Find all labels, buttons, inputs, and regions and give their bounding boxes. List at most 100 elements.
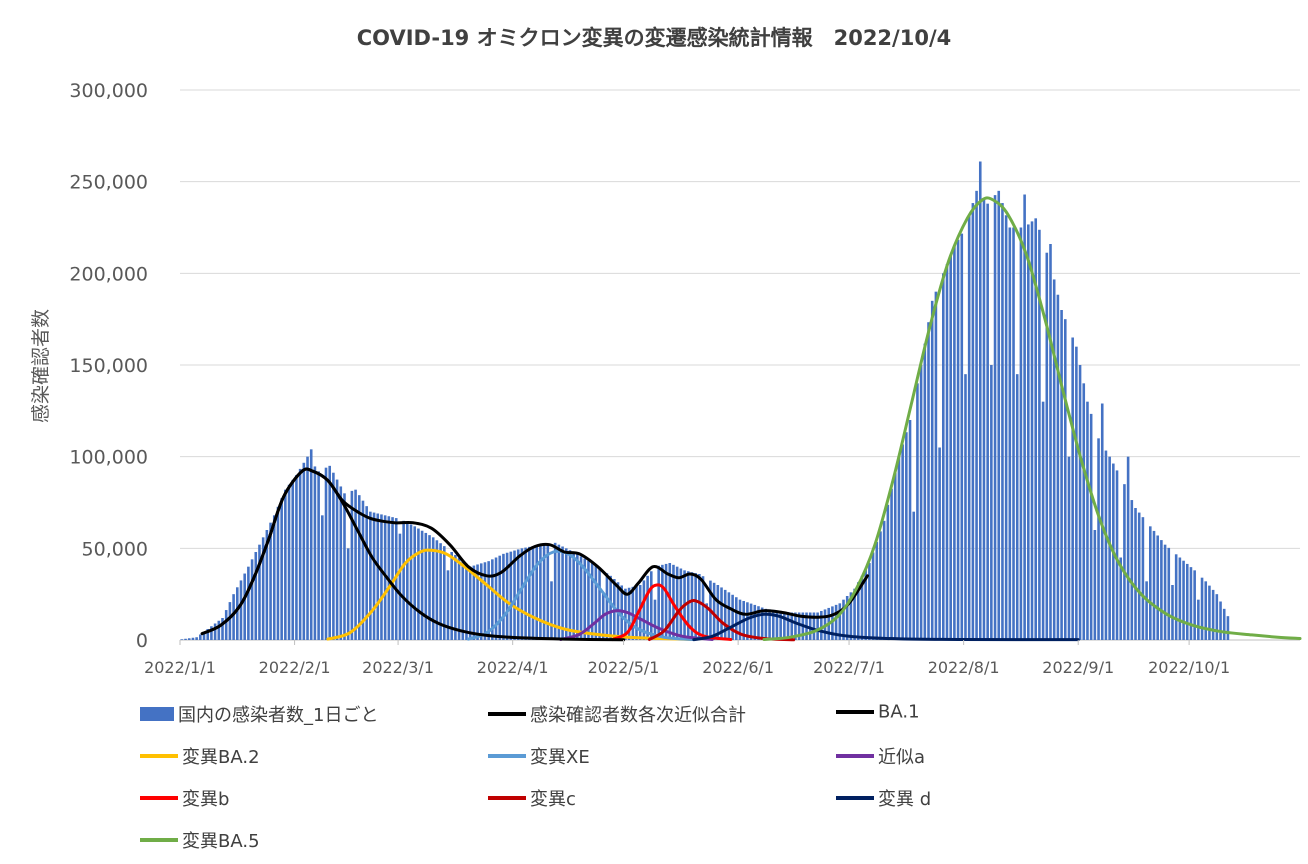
bar [705,603,709,640]
bar [1123,484,1126,640]
bar [424,532,428,640]
bar [539,544,542,640]
bar [927,322,930,640]
bar [254,552,258,640]
bar [1185,563,1189,640]
bar [468,566,472,640]
bar [749,603,753,640]
x-tick-label: 2022/9/1 [1042,658,1114,677]
bar [686,571,690,640]
bar [1126,456,1130,640]
bar [476,564,479,640]
line-series [200,196,1302,642]
bar [716,585,720,640]
x-tick-label: 2022/10/1 [1148,658,1230,677]
bar [882,520,886,640]
bar [1182,560,1185,640]
bar [790,612,794,640]
bar [236,587,239,640]
bar [409,524,413,640]
bar [694,573,697,640]
legend-item: 変異b [140,785,229,811]
bar [247,566,250,640]
legend-swatch [140,796,178,800]
bar [864,569,867,640]
bar [808,612,812,640]
bar [328,465,331,640]
bar [446,570,450,640]
bar [195,637,198,640]
bar [594,565,598,640]
bar [572,552,575,640]
bar [202,631,206,640]
bar [505,552,509,640]
bar [816,612,819,640]
bar [649,571,653,640]
bar [712,582,716,640]
bar [542,544,546,640]
bar [284,489,287,640]
bar [916,383,919,640]
bar [661,564,664,640]
bar [1145,581,1148,640]
x-tick-label: 2022/3/1 [362,658,434,677]
bar [698,574,701,640]
bar [908,420,912,640]
bar [180,639,184,640]
bar [250,559,254,640]
bar [350,490,354,640]
bar [1086,401,1089,640]
legend-swatch [488,754,526,758]
y-tick-label: 250,000 [69,172,148,194]
bar [886,504,890,640]
bar [1067,456,1071,640]
bar [1008,227,1012,640]
bar [479,563,483,640]
bar [690,572,694,640]
bar [949,255,952,640]
bar [354,489,357,640]
bar [583,558,587,640]
bar [738,599,742,640]
bar [243,573,246,640]
bar [849,592,853,640]
bar [442,546,446,640]
x-tick-label: 2022/1/1 [144,658,216,677]
series-line [200,467,869,636]
bar [971,203,975,641]
bar [321,515,324,640]
legend-swatch [140,838,178,842]
bar [1071,337,1074,640]
bar [879,531,882,640]
bar [454,554,457,640]
legend-swatch [836,796,874,800]
bar [494,557,498,640]
x-tick-label: 2022/5/1 [588,658,660,677]
bar [461,560,465,640]
bar [450,552,453,640]
bar [332,472,335,640]
bar [513,550,516,640]
bar [1167,547,1171,640]
bar [675,566,679,640]
bar [1200,577,1204,640]
bar [735,597,738,640]
legend-item: 変異BA.5 [140,827,260,853]
y-tick-label: 300,000 [69,80,148,102]
bar [624,588,627,640]
bar [834,604,838,640]
bar [746,602,749,640]
bar [1137,512,1141,640]
bar [413,526,417,640]
bar [561,546,564,640]
bar [335,479,339,640]
legend-item: 変異 d [836,785,931,811]
bar [1104,450,1108,640]
bar [775,610,779,640]
y-tick-label: 0 [136,630,148,652]
bar [1204,581,1208,640]
bar [420,530,424,640]
bar [343,493,346,640]
bar [1134,508,1137,640]
bar [871,552,875,640]
